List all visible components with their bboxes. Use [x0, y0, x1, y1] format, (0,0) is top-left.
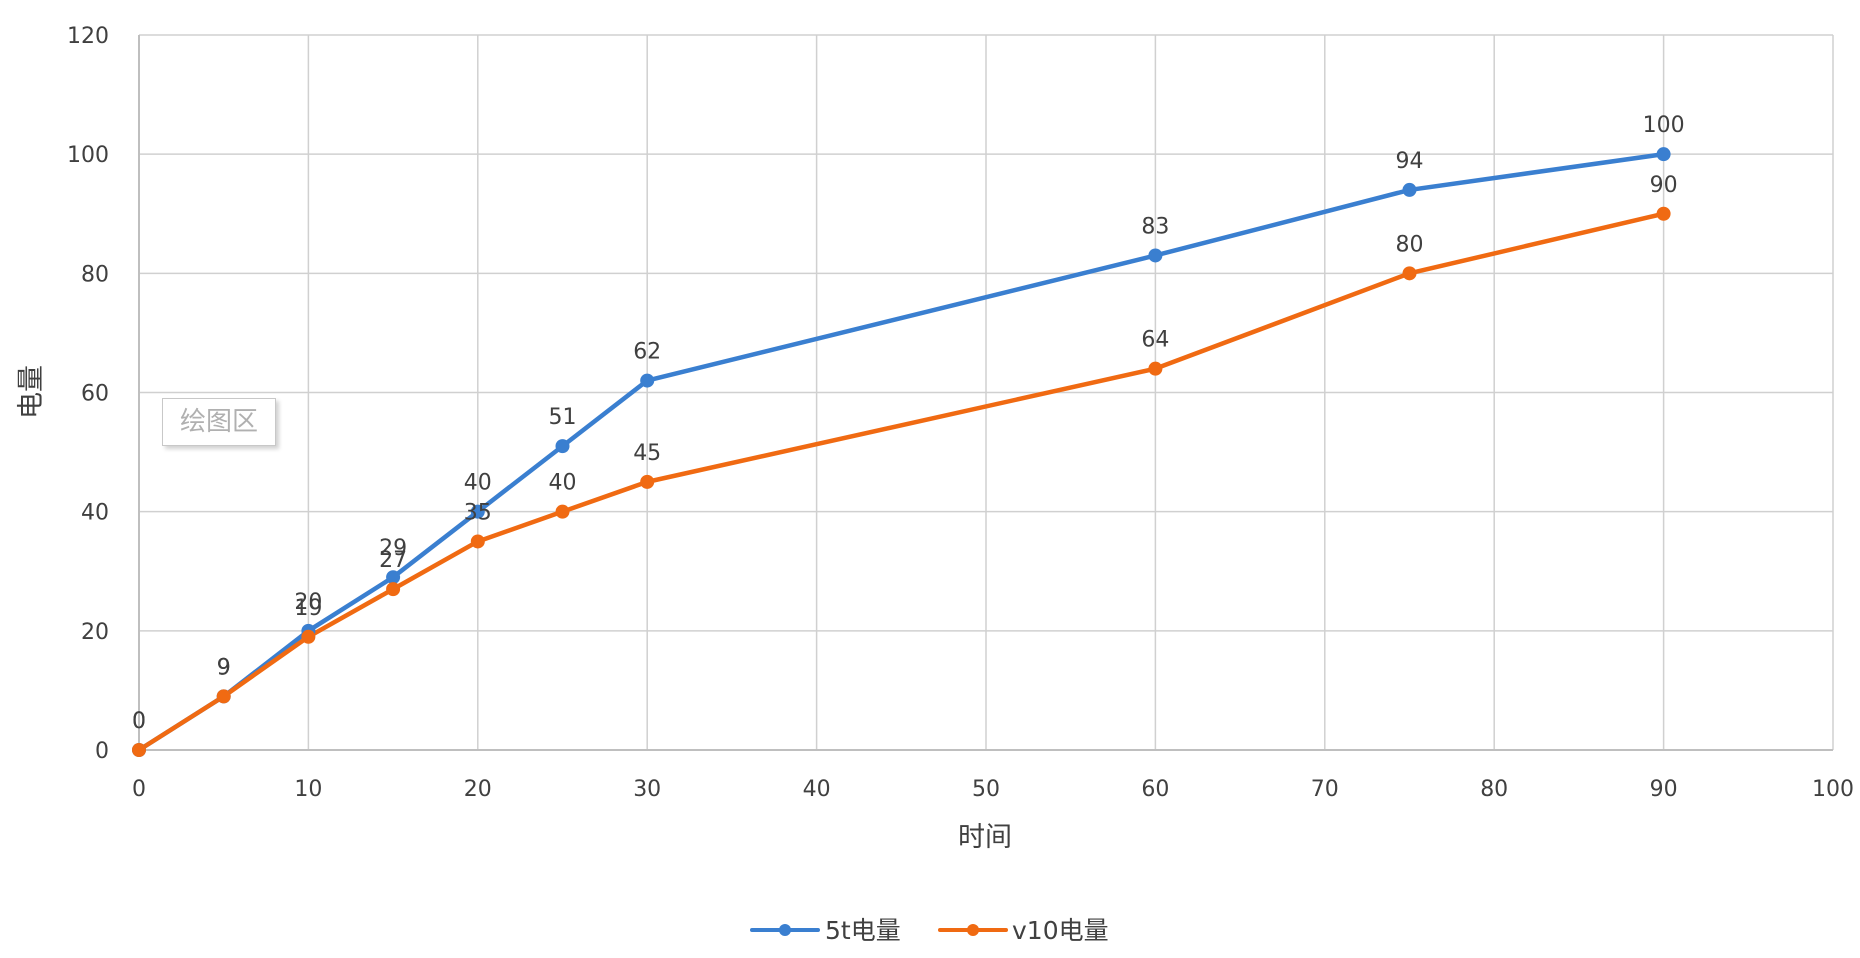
y-axis-ticks: 0 20 40 60 80 100 120 [67, 24, 109, 764]
legend[interactable]: 5t电量 v10电量 [750, 916, 1109, 945]
x-axis-title: 时间 [958, 822, 1012, 853]
series-line [136, 151, 1666, 753]
data-label: 94 [1396, 149, 1424, 174]
data-point-marker [386, 570, 401, 585]
data-point-marker [216, 689, 231, 704]
y-tick-label: 100 [67, 143, 109, 168]
series-lines [132, 147, 1671, 757]
data-label: 90 [1650, 173, 1678, 198]
data-point-marker [640, 474, 655, 489]
x-tick-label: 90 [1650, 777, 1678, 802]
data-point-marker [1402, 182, 1417, 197]
x-tick-label: 0 [132, 777, 146, 802]
legend-item-v10[interactable]: v10电量 [938, 916, 1109, 945]
data-label: 35 [464, 500, 492, 525]
data-label: 62 [633, 340, 661, 365]
data-label: 0 [132, 709, 146, 734]
data-label: 40 [549, 471, 577, 496]
data-point-marker [386, 582, 401, 597]
series-line [136, 211, 1666, 753]
x-tick-label: 60 [1141, 777, 1169, 802]
data-label: 51 [549, 405, 577, 430]
data-label: 80 [1396, 232, 1424, 257]
y-tick-label: 20 [81, 620, 109, 645]
plot-area-tooltip: 绘图区 [162, 398, 276, 446]
x-tick-label: 40 [803, 777, 831, 802]
data-point-marker [555, 504, 570, 519]
data-label: 27 [379, 548, 407, 573]
y-tick-label: 60 [81, 382, 109, 407]
legend-marker-icon [779, 924, 791, 936]
x-tick-label: 100 [1812, 777, 1854, 802]
y-tick-label: 120 [67, 24, 109, 49]
data-label: 45 [633, 441, 661, 466]
data-point-marker [1402, 266, 1417, 281]
data-label: 83 [1141, 214, 1169, 239]
x-tick-label: 50 [972, 777, 1000, 802]
data-label: 0 [132, 709, 146, 734]
data-label: 9 [217, 655, 231, 680]
data-label: 9 [217, 655, 231, 680]
x-axis-ticks: 0 10 20 30 40 50 60 70 80 90 100 [132, 777, 1854, 802]
data-point-marker [640, 373, 655, 388]
legend-marker-icon [967, 924, 979, 936]
data-point-marker [470, 534, 485, 549]
data-point-marker [132, 743, 146, 757]
x-tick-label: 70 [1311, 777, 1339, 802]
data-point-marker [470, 504, 485, 519]
data-point-marker [1148, 361, 1163, 376]
data-point-marker [1656, 147, 1671, 162]
y-tick-label: 0 [95, 739, 109, 764]
data-label: 29 [379, 536, 407, 561]
data-label: 19 [294, 596, 322, 621]
gridlines [138, 34, 1834, 751]
data-point-marker [555, 439, 570, 454]
legend-label: 5t电量 [825, 916, 901, 945]
legend-label: v10电量 [1012, 916, 1109, 945]
data-label: 40 [464, 471, 492, 496]
x-tick-label: 20 [464, 777, 492, 802]
y-tick-label: 80 [81, 262, 109, 287]
legend-item-5t[interactable]: 5t电量 [750, 916, 901, 945]
x-tick-label: 80 [1480, 777, 1508, 802]
data-label: 64 [1141, 328, 1169, 353]
data-label: 100 [1643, 113, 1685, 138]
x-tick-label: 10 [294, 777, 322, 802]
data-point-marker [301, 629, 316, 644]
y-axis-title: 电量 [16, 365, 47, 419]
data-point-marker [1148, 248, 1163, 263]
y-tick-label: 40 [81, 501, 109, 526]
data-point-marker [1656, 206, 1671, 221]
data-label: 20 [294, 590, 322, 615]
x-tick-label: 30 [633, 777, 661, 802]
